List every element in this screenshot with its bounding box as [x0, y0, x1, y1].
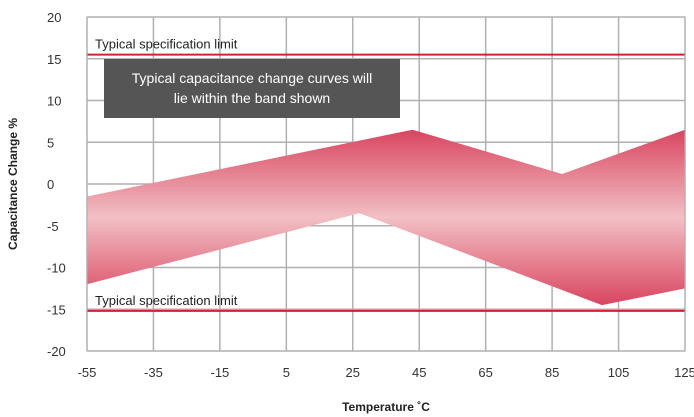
annotation-line-2: lie within the band shown — [174, 90, 330, 106]
capacitance-band — [87, 129, 685, 306]
y-tick-label-0: 20 — [47, 10, 61, 25]
x-tick-label-1: -35 — [144, 365, 163, 380]
plot-frame — [86, 16, 686, 352]
annotation-line-1: Typical capacitance change curves will — [132, 70, 372, 86]
y-tick-label-6: -10 — [47, 261, 66, 276]
x-tick-label-9: 125 — [674, 365, 694, 380]
lower-spec-limit-label: Typical specification limit — [95, 293, 238, 308]
annotation-background — [104, 59, 400, 118]
y-axis-title: Capacitance Change % — [6, 118, 20, 250]
x-tick-label-6: 65 — [478, 365, 492, 380]
x-axis-title: Temperature ˚C — [342, 400, 430, 414]
x-tick-label-5: 45 — [412, 365, 426, 380]
y-tick-label-2: 10 — [47, 94, 61, 109]
annotation-box: Typical capacitance change curves will l… — [104, 59, 400, 118]
x-tick-label-2: -15 — [210, 365, 229, 380]
y-tick-label-4: 0 — [47, 177, 54, 192]
y-tick-label-3: 5 — [47, 135, 54, 150]
y-tick-label-5: -5 — [47, 219, 59, 234]
x-tick-label-7: 85 — [545, 365, 559, 380]
y-tick-label-8: -20 — [47, 344, 66, 359]
x-tick-label-3: 5 — [283, 365, 290, 380]
y-tick-labels: 20 15 10 5 0 -5 -10 -15 -20 — [47, 10, 66, 359]
x-tick-label-4: 25 — [346, 365, 360, 380]
upper-spec-limit-label: Typical specification limit — [95, 37, 238, 52]
x-tick-label-8: 105 — [608, 365, 630, 380]
y-tick-label-1: 15 — [47, 52, 61, 67]
y-tick-label-7: -15 — [47, 302, 66, 317]
x-tick-labels: -55 -35 -15 5 25 45 65 85 105 125 — [78, 365, 694, 380]
x-tick-label-0: -55 — [78, 365, 97, 380]
